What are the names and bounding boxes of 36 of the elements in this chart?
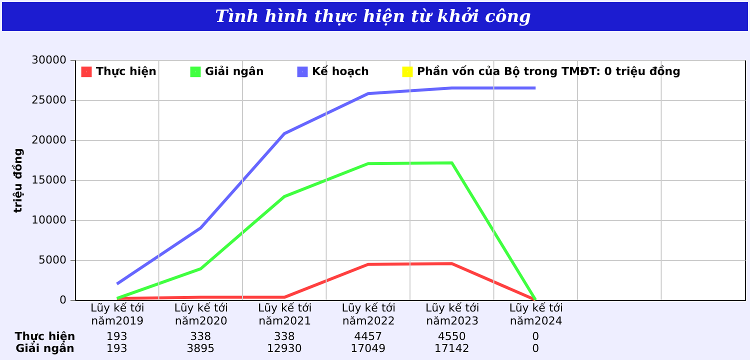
chart-title: Tình hình thực hiện từ khởi công (215, 7, 532, 27)
legend-label: Phần vốn của Bộ trong TMĐT: 0 triệu đồng (417, 64, 681, 78)
text: Giải ngân (16, 342, 74, 355)
legend-label: Giải ngân (205, 64, 264, 78)
data-label: 193 (106, 330, 128, 343)
y-axis-title: triệu đồng (12, 148, 25, 213)
y-tick-label: 10000 (32, 214, 66, 226)
y-tick-label: 5000 (38, 254, 66, 266)
text: Thực hiện (14, 330, 76, 343)
data-label: 17142 (434, 342, 470, 355)
data-label: 193 (106, 342, 128, 355)
data-label: 0 (532, 342, 540, 355)
data-label: 0 (532, 330, 540, 343)
x-tick-label: Lũy kế tới năm2021 (258, 302, 312, 328)
y-tick-label: 25000 (32, 94, 66, 106)
legend-label: Kế hoạch (312, 64, 369, 78)
y-tick-label: 20000 (32, 134, 66, 146)
data-label: 338 (190, 330, 212, 343)
line-series (115, 161, 538, 302)
y-tick-label: 0 (60, 294, 66, 306)
x-tick-label: Lũy kế tới năm2024 (509, 302, 564, 328)
x-tick-label: Lũy kế tới năm2023 (425, 302, 480, 328)
data-label: 338 (274, 330, 295, 343)
line-series (115, 262, 538, 302)
data-label: 4550 (438, 330, 466, 343)
data-label: 4457 (354, 330, 382, 343)
data-label: 17049 (350, 342, 386, 355)
x-tick-label: Lũy kế tới năm2020 (174, 302, 228, 328)
data-label: 12930 (266, 342, 302, 355)
y-tick-label: 15000 (32, 174, 66, 186)
legend-label: Thực hiện (96, 64, 156, 78)
data-label: 3895 (186, 342, 215, 355)
line-series (115, 86, 538, 286)
x-tick-label: Lũy kế tới năm2019 (90, 302, 144, 328)
y-tick-label: 30000 (32, 54, 66, 66)
x-tick-label: Lũy kế tới năm2022 (342, 302, 396, 328)
